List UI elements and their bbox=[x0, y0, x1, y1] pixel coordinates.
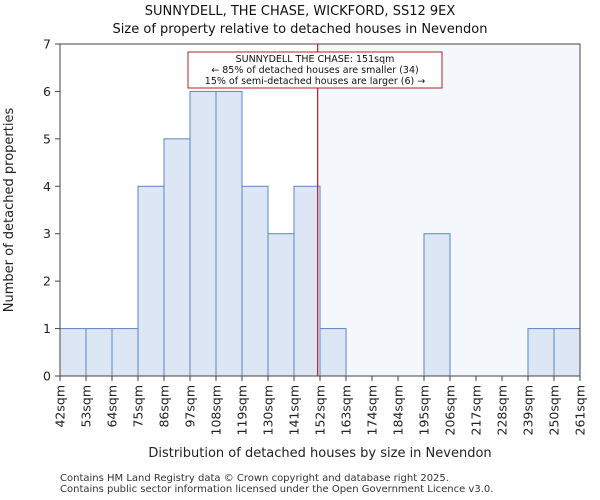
bar-53sqm bbox=[85, 328, 113, 377]
bar-64sqm bbox=[111, 328, 139, 377]
plot-frame bbox=[59, 43, 581, 377]
bar-130sqm bbox=[267, 233, 295, 377]
bar-119sqm bbox=[241, 185, 269, 377]
bar-86sqm bbox=[163, 138, 191, 377]
x-tick-label: 228sqm bbox=[495, 385, 510, 435]
x-tick-label: 195sqm bbox=[417, 385, 432, 435]
bar-97sqm bbox=[189, 90, 217, 377]
x-tick-label: 206sqm bbox=[443, 385, 458, 435]
y-tick-label: 5 bbox=[43, 131, 51, 146]
x-tick-label: 152sqm bbox=[313, 385, 328, 435]
bar-239sqm bbox=[527, 328, 555, 377]
annotation-line-2: ← 85% of detached houses are smaller (34… bbox=[211, 65, 418, 76]
bar-195sqm bbox=[423, 233, 451, 377]
x-tick-label: 239sqm bbox=[521, 385, 536, 435]
x-tick-label: 108sqm bbox=[209, 385, 224, 435]
x-tick-label: 64sqm bbox=[105, 385, 120, 428]
x-tick-label: 130sqm bbox=[261, 385, 276, 435]
annotation-border bbox=[187, 51, 443, 89]
chart-title: SUNNYDELL, THE CHASE, WICKFORD, SS12 9EX bbox=[145, 4, 456, 19]
bar-250sqm bbox=[553, 328, 581, 377]
y-tick-label: 3 bbox=[43, 226, 51, 241]
bar-108sqm bbox=[215, 90, 243, 377]
x-tick-label: 174sqm bbox=[365, 385, 380, 435]
chart-subtitle: Size of property relative to detached ho… bbox=[113, 22, 488, 37]
x-tick-label: 119sqm bbox=[235, 385, 250, 435]
annotation-line-1: SUNNYDELL THE CHASE: 151sqm bbox=[236, 54, 395, 65]
bar-152sqm bbox=[319, 328, 347, 377]
bar-75sqm bbox=[137, 185, 165, 377]
x-tick-label: 42sqm bbox=[53, 385, 68, 428]
x-axis: 42sqm 53sqm 64sqm 75sqm 86sqm 97sqm 108sqm 119s… bbox=[53, 376, 588, 435]
y-tick-label: 4 bbox=[43, 179, 51, 194]
footer-line-1: Contains HM Land Registry data © Crown c… bbox=[60, 473, 449, 484]
bar-141sqm bbox=[293, 185, 321, 377]
x-tick-label: 75sqm bbox=[131, 385, 146, 428]
y-axis: 0 1 2 3 4 5 6 7 bbox=[43, 37, 60, 384]
y-tick-label: 7 bbox=[43, 37, 51, 52]
x-tick-label: 141sqm bbox=[287, 385, 302, 435]
x-tick-label: 97sqm bbox=[183, 385, 198, 428]
x-tick-label: 53sqm bbox=[79, 385, 94, 428]
y-tick-label: 1 bbox=[43, 321, 51, 336]
footer-line-2: Contains public sector information licen… bbox=[60, 484, 494, 495]
annotation-box: SUNNYDELL THE CHASE: 151sqm ← 85% of det… bbox=[187, 51, 443, 89]
bars-group bbox=[59, 90, 581, 377]
x-tick-label: 250sqm bbox=[547, 385, 562, 435]
x-tick-label: 217sqm bbox=[469, 385, 484, 435]
x-tick-label: 184sqm bbox=[391, 385, 406, 435]
x-tick-label: 163sqm bbox=[339, 385, 354, 435]
y-tick-label: 0 bbox=[43, 369, 51, 384]
y-tick-label: 2 bbox=[43, 274, 51, 289]
x-tick-label: 86sqm bbox=[157, 385, 172, 428]
bar-42sqm bbox=[59, 328, 87, 377]
y-tick-label: 6 bbox=[43, 84, 51, 99]
x-axis-label: Distribution of detached houses by size … bbox=[148, 446, 491, 461]
annotation-line-3: 15% of semi-detached houses are larger (… bbox=[205, 76, 425, 87]
y-axis-label: Number of detached properties bbox=[2, 108, 17, 313]
x-tick-label: 261sqm bbox=[573, 385, 588, 435]
